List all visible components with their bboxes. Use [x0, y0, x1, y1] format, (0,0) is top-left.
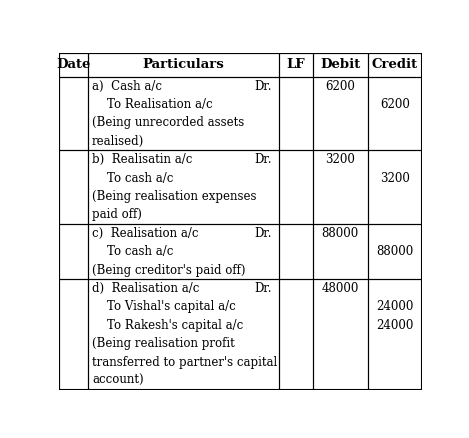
Text: (Being creditor's paid off): (Being creditor's paid off) — [92, 264, 246, 277]
Text: c)  Realisation a/c: c) Realisation a/c — [92, 227, 198, 240]
Text: realised): realised) — [92, 135, 144, 148]
Text: Dr.: Dr. — [255, 227, 272, 240]
Bar — [313, 53, 368, 77]
Bar — [313, 77, 368, 151]
Bar — [59, 224, 88, 279]
Bar — [59, 53, 88, 77]
Text: Credit: Credit — [372, 58, 418, 71]
Bar — [88, 77, 279, 151]
Text: Particulars: Particulars — [142, 58, 224, 71]
Text: a)  Cash a/c: a) Cash a/c — [92, 80, 162, 92]
Text: paid off): paid off) — [92, 208, 142, 222]
Bar — [59, 279, 88, 390]
Text: (Being unrecorded assets: (Being unrecorded assets — [92, 117, 244, 129]
Bar — [313, 151, 368, 224]
Bar — [59, 151, 88, 224]
Text: Dr.: Dr. — [255, 282, 272, 295]
Text: To cash a/c: To cash a/c — [92, 245, 174, 258]
Bar — [313, 279, 368, 390]
Text: To Vishal's capital a/c: To Vishal's capital a/c — [92, 300, 236, 314]
Text: 6200: 6200 — [380, 98, 410, 111]
Bar — [279, 279, 313, 390]
Bar — [88, 151, 279, 224]
Text: 24000: 24000 — [376, 300, 414, 314]
Text: LF: LF — [287, 58, 305, 71]
Text: (Being realisation profit: (Being realisation profit — [92, 337, 235, 350]
Bar — [279, 53, 313, 77]
Bar — [368, 53, 422, 77]
Text: Dr.: Dr. — [255, 153, 272, 166]
Bar — [279, 224, 313, 279]
Text: 3200: 3200 — [380, 172, 410, 184]
Bar — [88, 224, 279, 279]
Text: To Realisation a/c: To Realisation a/c — [92, 98, 212, 111]
Text: (Being realisation expenses: (Being realisation expenses — [92, 190, 257, 203]
Bar — [279, 77, 313, 151]
Bar — [368, 279, 422, 390]
Bar — [368, 77, 422, 151]
Text: account): account) — [92, 374, 144, 387]
Text: d)  Realisation a/c: d) Realisation a/c — [92, 282, 199, 295]
Bar — [88, 53, 279, 77]
Text: 3200: 3200 — [325, 153, 355, 166]
Bar — [59, 77, 88, 151]
Text: transferred to partner's capital: transferred to partner's capital — [92, 356, 277, 369]
Text: 48000: 48000 — [322, 282, 359, 295]
Text: Date: Date — [56, 58, 91, 71]
Bar — [279, 151, 313, 224]
Text: To cash a/c: To cash a/c — [92, 172, 174, 184]
Text: 6200: 6200 — [325, 80, 355, 92]
Text: b)  Realisatin a/c: b) Realisatin a/c — [92, 153, 192, 166]
Bar — [368, 151, 422, 224]
Text: 24000: 24000 — [376, 319, 414, 332]
Text: Dr.: Dr. — [255, 80, 272, 92]
Text: 88000: 88000 — [322, 227, 359, 240]
Text: To Rakesh's capital a/c: To Rakesh's capital a/c — [92, 319, 243, 332]
Bar — [88, 279, 279, 390]
Text: 88000: 88000 — [376, 245, 414, 258]
Bar — [368, 224, 422, 279]
Bar — [313, 224, 368, 279]
Text: Debit: Debit — [320, 58, 361, 71]
